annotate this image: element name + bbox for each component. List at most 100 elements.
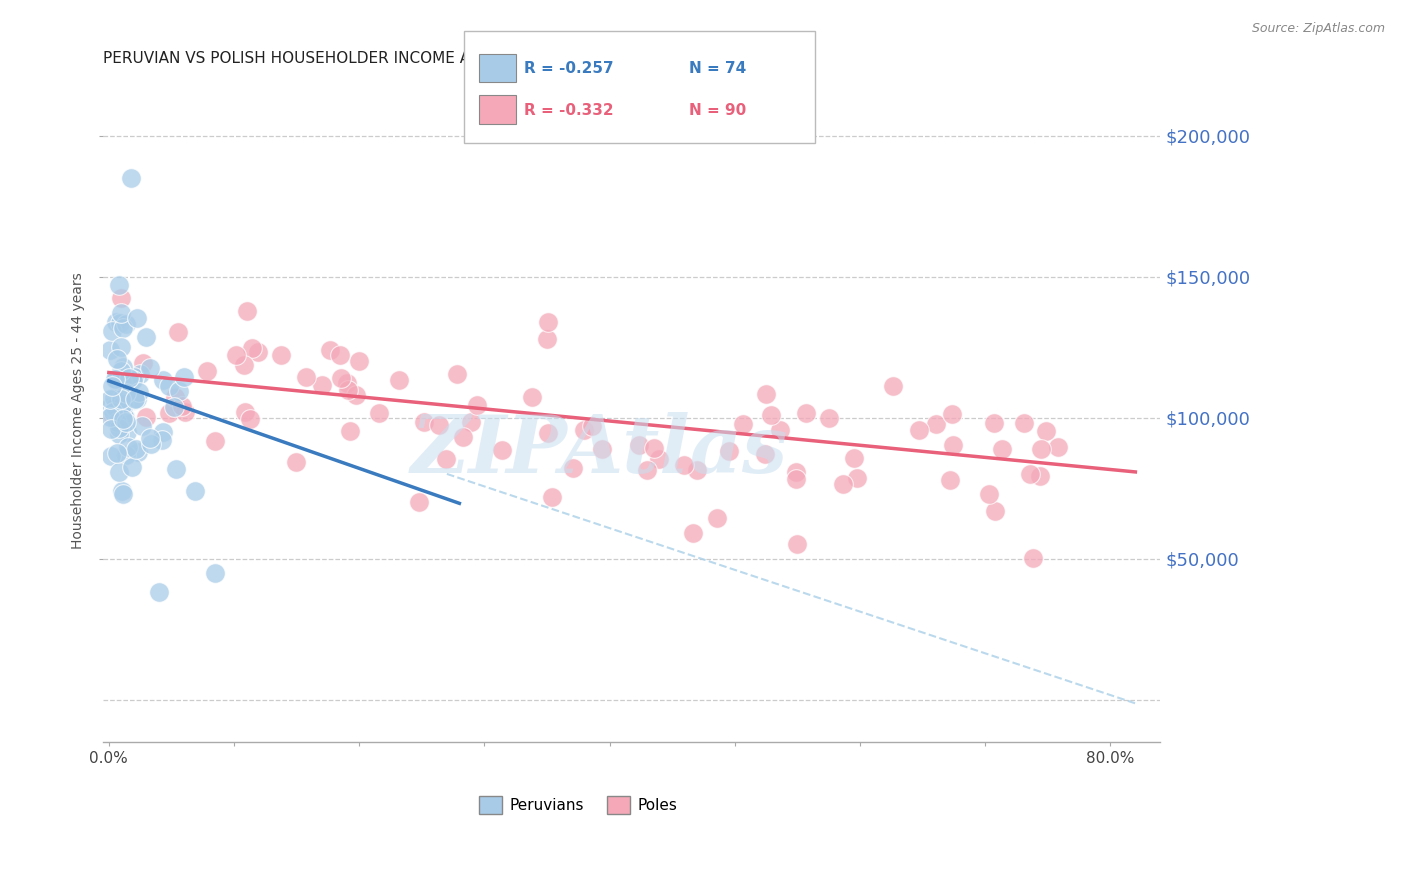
Point: [846, 471, 869, 485]
Point: [100, 400, 122, 414]
Point: [139, 431, 162, 445]
Point: [100, 449, 122, 463]
Point: [125, 442, 148, 456]
Point: [388, 374, 411, 388]
Point: [114, 317, 136, 331]
Point: [167, 384, 190, 399]
Text: Source: ZipAtlas.com: Source: ZipAtlas.com: [1251, 22, 1385, 36]
Point: [108, 421, 131, 435]
Point: [831, 477, 853, 491]
Point: [98, 392, 121, 407]
Point: [336, 376, 359, 390]
Point: [1022, 551, 1045, 566]
Point: [794, 406, 817, 420]
Point: [105, 446, 128, 460]
Point: [232, 358, 254, 372]
Text: PERUVIAN VS POLISH HOUSEHOLDER INCOME AGES 25 - 44 YEARS CORRELATION CHART: PERUVIAN VS POLISH HOUSEHOLDER INCOME AG…: [103, 51, 785, 66]
Point: [908, 423, 931, 437]
Point: [108, 426, 131, 441]
Point: [818, 410, 841, 425]
Point: [446, 367, 468, 381]
Point: [785, 472, 807, 486]
Point: [135, 410, 157, 425]
Point: [1019, 467, 1042, 481]
Point: [110, 291, 132, 305]
Point: [427, 417, 450, 432]
Point: [648, 452, 671, 467]
Point: [786, 537, 808, 551]
Point: [129, 367, 152, 381]
Point: [755, 386, 778, 401]
Point: [990, 442, 1012, 457]
Point: [339, 424, 361, 438]
Point: [112, 359, 135, 374]
Point: [367, 406, 389, 420]
Point: [184, 483, 207, 498]
Point: [239, 411, 262, 425]
Point: [98, 343, 121, 358]
Point: [537, 315, 560, 329]
Point: [240, 341, 263, 355]
Point: [125, 310, 148, 325]
Point: [104, 401, 127, 415]
Point: [844, 450, 866, 465]
Point: [103, 404, 125, 418]
Point: [166, 326, 188, 340]
Point: [941, 438, 963, 452]
Point: [120, 171, 142, 186]
Point: [114, 385, 136, 400]
Point: [682, 525, 704, 540]
Point: [112, 412, 135, 426]
Point: [111, 483, 134, 498]
Point: [941, 407, 963, 421]
Point: [157, 379, 180, 393]
Point: [924, 417, 946, 432]
Point: [284, 455, 307, 469]
Point: [408, 495, 430, 509]
Point: [139, 360, 162, 375]
Point: [983, 504, 1005, 518]
Point: [235, 303, 257, 318]
Point: [115, 449, 138, 463]
Point: [105, 416, 128, 430]
Point: [103, 400, 125, 414]
Point: [172, 399, 194, 413]
Point: [105, 351, 128, 366]
Point: [706, 511, 728, 525]
Point: [132, 356, 155, 370]
Point: [114, 409, 136, 423]
Point: [114, 409, 136, 424]
Point: [112, 397, 135, 411]
Point: [329, 348, 352, 362]
Point: [124, 392, 146, 407]
Point: [347, 354, 370, 368]
Point: [460, 415, 482, 429]
Point: [329, 371, 352, 385]
Point: [105, 372, 128, 386]
Point: [233, 405, 256, 419]
Text: ZIPAtlas: ZIPAtlas: [411, 411, 789, 489]
Point: [128, 385, 150, 400]
Point: [465, 398, 488, 412]
Point: [761, 408, 783, 422]
Point: [717, 443, 740, 458]
Point: [152, 373, 174, 387]
Point: [101, 378, 124, 392]
Point: [150, 433, 173, 447]
Point: [108, 316, 131, 330]
Text: R = -0.332: R = -0.332: [524, 103, 614, 118]
Point: [111, 374, 134, 388]
Point: [174, 405, 197, 419]
Point: [114, 415, 136, 429]
Point: [882, 379, 904, 393]
Point: [686, 463, 709, 477]
Point: [127, 392, 149, 406]
Point: [173, 369, 195, 384]
Point: [591, 442, 613, 456]
Text: R = -0.257: R = -0.257: [524, 62, 614, 76]
Point: [785, 465, 807, 479]
Point: [204, 566, 226, 580]
Point: [673, 458, 696, 473]
Point: [1031, 442, 1053, 456]
Point: [110, 364, 132, 378]
